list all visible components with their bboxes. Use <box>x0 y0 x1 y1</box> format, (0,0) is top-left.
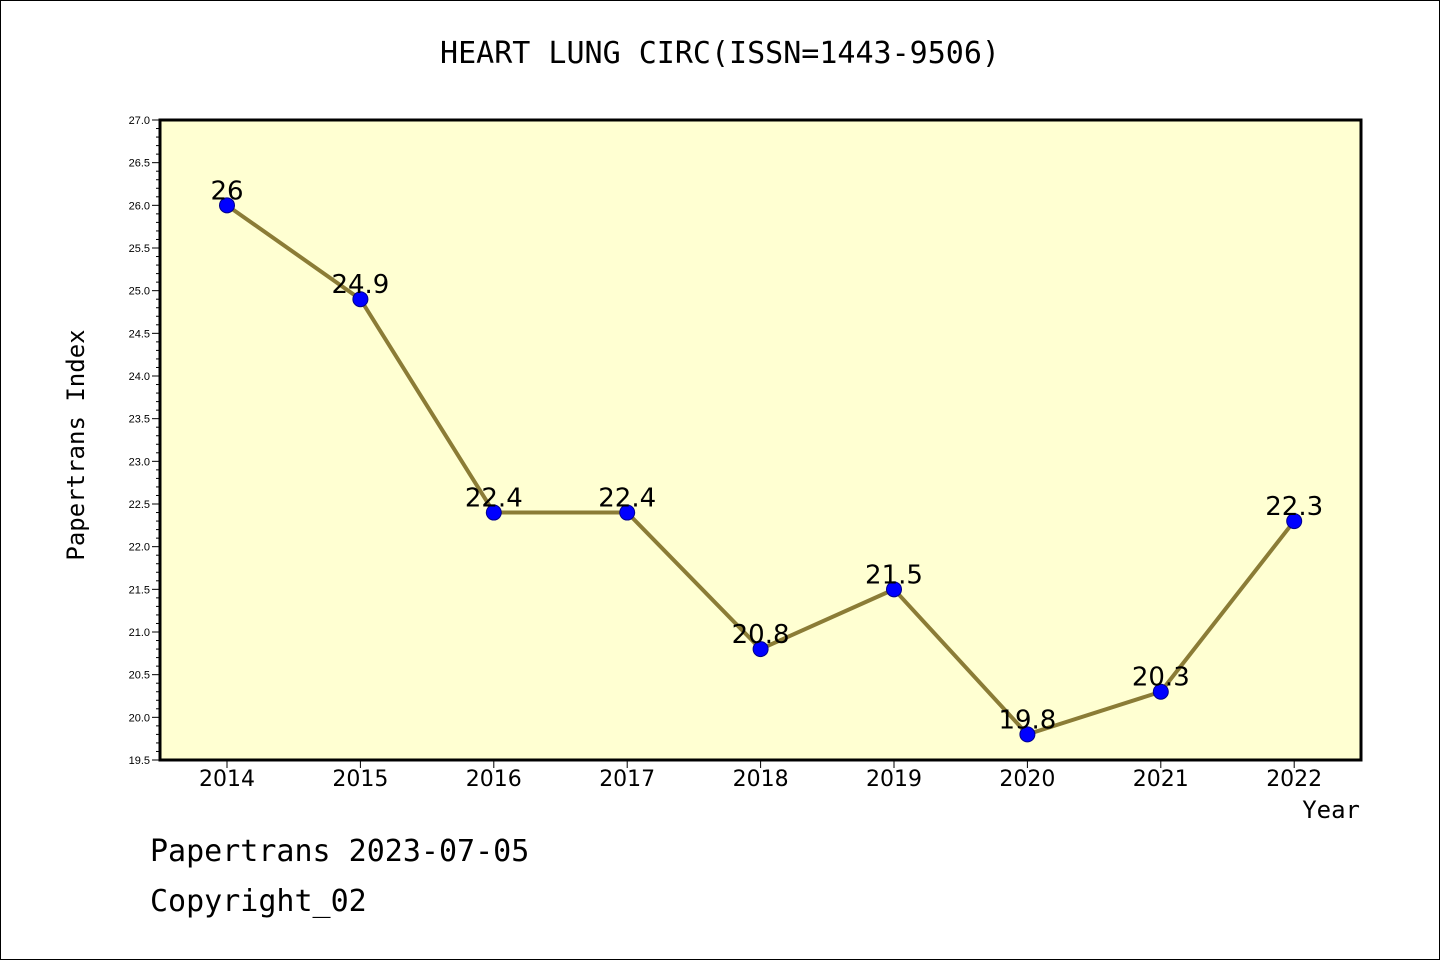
y-tick-label: 20.0 <box>129 712 150 724</box>
y-tick-label: 21.0 <box>129 627 150 639</box>
data-label: 26 <box>210 176 243 206</box>
data-point <box>752 641 769 658</box>
x-tick-label: 2018 <box>733 767 789 792</box>
y-tick-label: 25.0 <box>129 286 150 298</box>
data-label: 21.5 <box>865 560 923 590</box>
y-axis-ticks: 19.5 20.0 20.5 21.0 21.5 22.0 22.5 23.0 23.5 24.0… <box>129 115 160 767</box>
data-label: 20.3 <box>1132 663 1190 693</box>
x-tick-label: 2022 <box>1266 767 1322 792</box>
data-label: 19.8 <box>998 705 1056 735</box>
y-tick-label: 26.5 <box>129 158 150 170</box>
y-tick-label: 23.0 <box>129 456 150 468</box>
chart-title: HEART LUNG CIRC(ISSN=1443-9506) <box>440 36 1000 71</box>
y-tick-label: 20.5 <box>129 670 150 682</box>
data-labels: 26 24.9 22.4 22.4 20.8 21.5 19.8 20.3 22.3 <box>210 176 1323 735</box>
footer-copyright: Copyright_02 <box>150 884 367 919</box>
data-point <box>219 197 235 214</box>
data-point <box>485 504 502 521</box>
data-point <box>1019 726 1036 743</box>
x-tick-label: 2014 <box>199 767 255 792</box>
y-tick-label: 24.5 <box>129 328 150 340</box>
x-tick-label: 2015 <box>332 767 388 792</box>
y-tick-label: 19.5 <box>129 755 150 767</box>
y-tick-label: 23.5 <box>129 414 150 426</box>
data-point <box>619 504 636 521</box>
data-point <box>1286 513 1303 530</box>
x-tick-label: 2017 <box>599 767 655 792</box>
data-label: 22.4 <box>465 484 523 514</box>
data-points <box>219 197 1303 743</box>
y-tick-label: 24.0 <box>129 371 150 383</box>
data-label: 22.3 <box>1265 492 1323 522</box>
x-axis-label: Year <box>1302 796 1360 824</box>
x-tick-label: 2021 <box>1133 767 1189 792</box>
data-point <box>886 581 902 598</box>
y-tick-label: 25.5 <box>129 243 150 255</box>
data-point <box>1152 683 1169 700</box>
footer-date: Papertrans 2023-07-05 <box>150 834 530 869</box>
x-tick-label: 2016 <box>466 767 522 792</box>
y-tick-label: 22.0 <box>129 542 150 554</box>
x-axis-ticks: 2014 2015 2016 2017 2018 2019 2020 2021 2022 <box>199 760 1322 792</box>
data-point <box>352 291 369 308</box>
data-label: 24.9 <box>331 270 389 300</box>
data-label: 20.8 <box>732 620 790 650</box>
y-tick-label: 27.0 <box>129 115 150 127</box>
data-label: 22.4 <box>598 484 656 514</box>
y-tick-label: 21.5 <box>129 584 150 596</box>
y-tick-label: 22.5 <box>129 499 150 511</box>
x-tick-label: 2019 <box>866 767 922 792</box>
x-tick-label: 2020 <box>999 767 1055 792</box>
y-tick-label: 26.0 <box>129 200 150 212</box>
